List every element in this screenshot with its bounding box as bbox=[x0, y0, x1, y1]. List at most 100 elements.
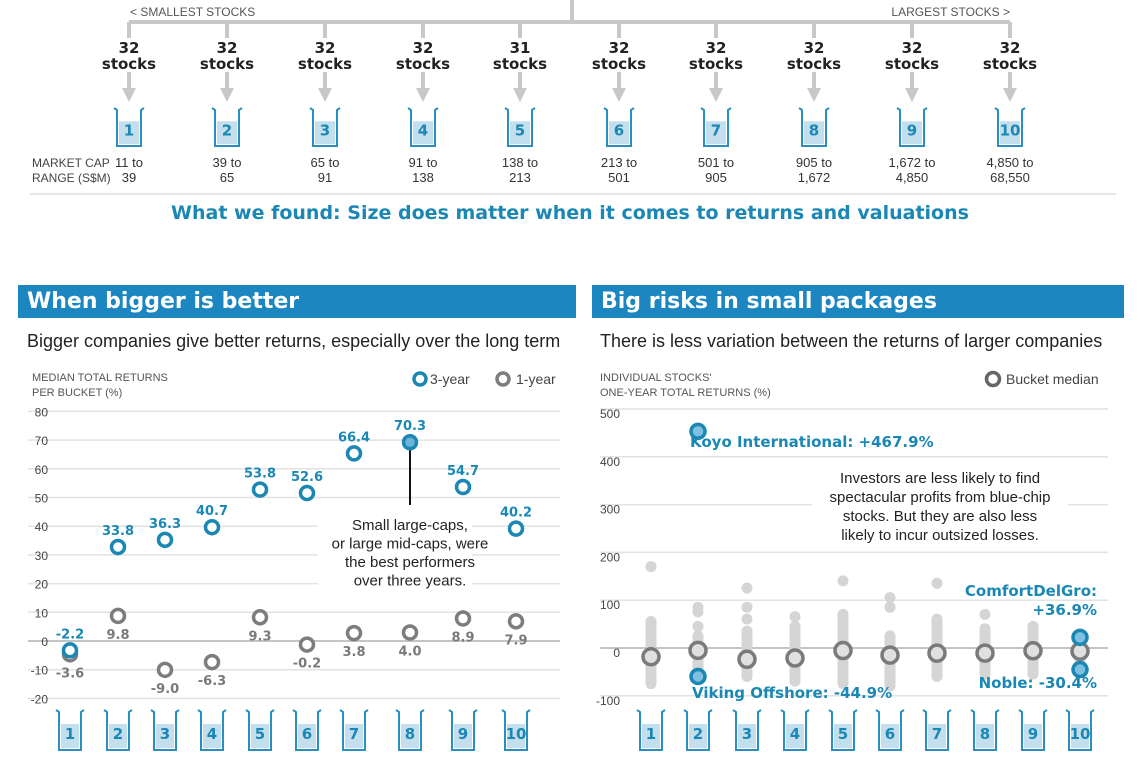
right-bucket-fill bbox=[976, 724, 994, 748]
individual-stock-point bbox=[931, 577, 943, 589]
right-bucket-outline bbox=[1065, 709, 1095, 751]
top-bucket-number: 4 bbox=[418, 121, 428, 139]
y-tick-label: 10 bbox=[35, 606, 49, 620]
y-tick-label: 50 bbox=[35, 492, 49, 506]
left-bucket-number: 8 bbox=[405, 725, 415, 743]
left-bucket-fill bbox=[507, 724, 525, 748]
three-year-value-label: 36.3 bbox=[149, 517, 181, 532]
left-y-axis-label-2: PER BUCKET (%) bbox=[32, 387, 122, 399]
one-year-point bbox=[454, 610, 472, 627]
right-bucket-outline bbox=[970, 709, 1000, 751]
market-cap-range-to: 501 bbox=[608, 170, 630, 185]
left-bucket-outline bbox=[103, 709, 133, 751]
left-bucket-outline bbox=[395, 709, 425, 751]
right-bucket-outline bbox=[683, 709, 713, 751]
one-year-point bbox=[298, 636, 316, 653]
market-cap-label: MARKET CAP bbox=[32, 156, 110, 170]
y-tick-label: 100 bbox=[600, 598, 620, 612]
three-year-value-label: 70.3 bbox=[394, 419, 426, 434]
y-tick-label: 80 bbox=[35, 405, 49, 419]
three-year-point bbox=[401, 433, 419, 451]
left-y-axis-label: MEDIAN TOTAL RETURNS bbox=[32, 372, 168, 384]
right-bucket-number: 3 bbox=[742, 725, 752, 743]
y-tick-label: 40 bbox=[35, 520, 49, 534]
legend-3-year-marker bbox=[412, 371, 428, 387]
three-year-point bbox=[203, 518, 221, 536]
right-bucket-number: 9 bbox=[1028, 725, 1038, 743]
left-subtitle: Bigger companies give better returns, es… bbox=[27, 331, 561, 351]
left-bucket-number: 2 bbox=[113, 725, 123, 743]
left-bucket-outline bbox=[501, 709, 531, 751]
right-bucket-fill bbox=[786, 724, 804, 748]
left-bucket-fill bbox=[156, 724, 174, 748]
one-year-point bbox=[401, 624, 419, 641]
arrow-down-icon bbox=[709, 88, 723, 102]
individual-stock-point bbox=[837, 575, 849, 587]
left-bucket-fill bbox=[298, 724, 316, 748]
right-bucket-number: 4 bbox=[790, 725, 800, 743]
top-bucket-fill bbox=[413, 121, 433, 144]
top-bucket-fill bbox=[609, 121, 629, 144]
three-year-point bbox=[345, 445, 363, 462]
top-bucket-number: 9 bbox=[907, 121, 917, 139]
right-bucket-outline bbox=[828, 709, 858, 751]
comfortdelgro-value: +36.9% bbox=[1032, 601, 1097, 619]
left-bucket-number: 3 bbox=[160, 725, 170, 743]
right-bucket-outline bbox=[875, 709, 905, 751]
market-cap-range-to: 4,850 bbox=[896, 170, 929, 185]
individual-stock-point bbox=[741, 582, 753, 594]
top-bucket-number: 6 bbox=[614, 121, 624, 139]
individual-stock-point bbox=[979, 608, 991, 620]
market-cap-range-to: 138 bbox=[412, 170, 434, 185]
one-year-point bbox=[345, 624, 363, 642]
left-annotation-text: over three years. bbox=[354, 573, 467, 590]
three-year-point bbox=[61, 642, 79, 659]
right-bucket-fill bbox=[881, 724, 899, 748]
top-bucket-number: 1 bbox=[124, 121, 134, 139]
left-bucket-outline bbox=[55, 709, 85, 751]
left-bucket-fill bbox=[401, 724, 419, 748]
right-bucket-number: 8 bbox=[980, 725, 990, 743]
top-bucket-number: 3 bbox=[320, 121, 330, 139]
left-bucket-outline bbox=[245, 709, 275, 751]
one-year-point bbox=[203, 653, 221, 671]
one-year-point bbox=[251, 609, 269, 626]
one-year-value-label: 3.8 bbox=[342, 645, 365, 660]
left-bucket-number: 6 bbox=[302, 725, 312, 743]
three-year-value-label: 53.8 bbox=[244, 467, 276, 482]
top-bucket-fill bbox=[1000, 121, 1020, 144]
one-year-value-label: 9.8 bbox=[106, 628, 129, 643]
three-year-value-label: 54.7 bbox=[447, 464, 479, 479]
left-bucket-outline bbox=[292, 709, 322, 751]
bucket-median-point bbox=[737, 649, 757, 670]
smallest-stocks-label: < SMALLEST STOCKS bbox=[130, 5, 255, 19]
bucket-stock-count: 32 bbox=[315, 39, 336, 57]
legend-3-year-label: 3-year bbox=[430, 371, 470, 387]
right-bucket-fill bbox=[928, 724, 946, 748]
three-year-point bbox=[251, 481, 269, 498]
three-year-value-label: 66.4 bbox=[338, 430, 370, 445]
bucket-stocks-word: stocks bbox=[396, 55, 450, 73]
left-bucket-outline bbox=[448, 709, 478, 751]
bucket-stock-count: 32 bbox=[706, 39, 727, 57]
left-annotation-text: Small large-caps, bbox=[352, 517, 468, 534]
bucket-stock-count: 32 bbox=[413, 39, 434, 57]
one-year-value-label: 4.0 bbox=[398, 645, 421, 660]
koyo-international-label: Koyo International: +467.9% bbox=[690, 433, 934, 451]
left-bucket-outline bbox=[197, 709, 227, 751]
right-y-axis-label: INDIVIDUAL STOCKS' bbox=[600, 372, 712, 384]
y-tick-label: 20 bbox=[35, 578, 49, 592]
bucket-stocks-word: stocks bbox=[102, 55, 156, 73]
market-cap-range-from: 91 to bbox=[409, 155, 438, 170]
bucket-median-point bbox=[927, 643, 947, 663]
left-section-title: When bigger is better bbox=[18, 285, 576, 318]
y-tick-label: 60 bbox=[35, 463, 49, 477]
bucket-median-point bbox=[641, 646, 661, 667]
top-bucket-outline bbox=[504, 107, 536, 147]
bucket-stock-count: 31 bbox=[510, 39, 531, 57]
left-bucket-fill bbox=[109, 724, 127, 748]
comfortdelgro-label: ComfortDelGro: bbox=[965, 582, 1097, 600]
top-bucket-number: 2 bbox=[222, 121, 232, 139]
top-bucket-fill bbox=[510, 121, 530, 144]
arrow-down-icon bbox=[612, 88, 626, 102]
